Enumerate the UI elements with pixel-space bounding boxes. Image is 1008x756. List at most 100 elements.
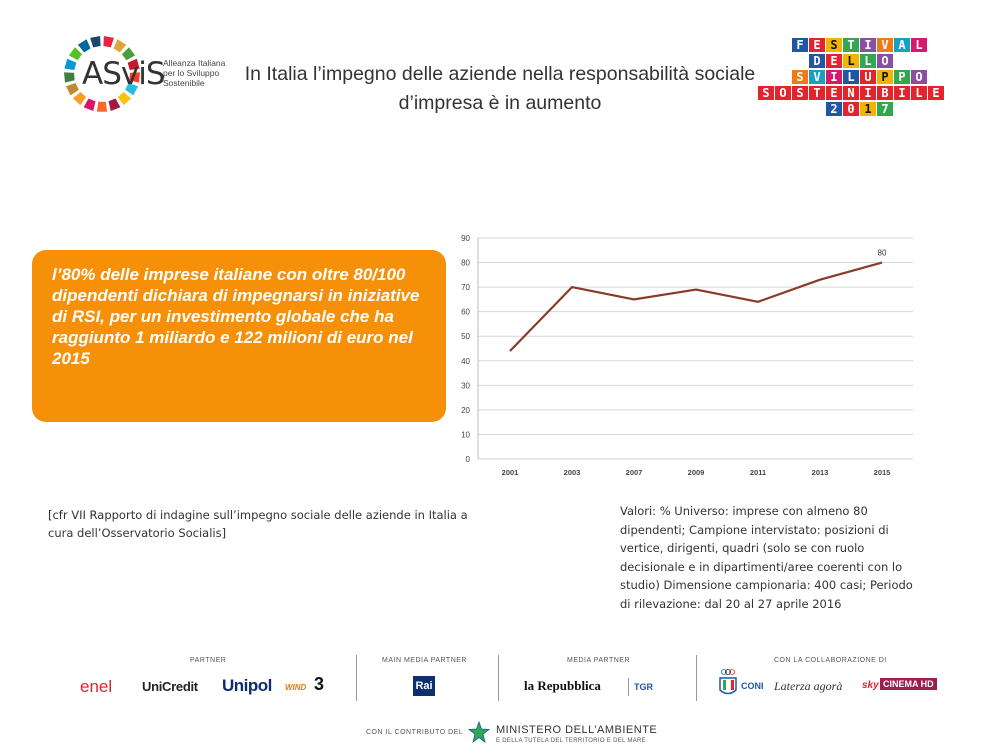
asvis-ring-icon	[64, 36, 140, 112]
asvis-ring-segment	[72, 92, 87, 106]
wind-logo: WIND	[285, 683, 307, 692]
x-tick-label: 2009	[688, 468, 705, 477]
highlight-box	[32, 250, 446, 422]
x-tick-label: 2001	[502, 468, 519, 477]
media-partner-label: MEDIA PARTNER	[567, 657, 631, 664]
y-tick-label: 80	[461, 259, 470, 268]
festival-letter: 0	[843, 102, 859, 116]
y-tick-label: 70	[461, 283, 470, 292]
festival-letter: E	[928, 86, 944, 100]
enel-logo: enel	[80, 677, 113, 696]
festival-letter: O	[775, 86, 791, 100]
rai-logo: Rai	[413, 676, 435, 696]
festival-letter: I	[860, 86, 876, 100]
series-line	[509, 261, 883, 352]
festival-letter: L	[860, 54, 876, 68]
unipol-logo: Unipol	[222, 676, 272, 695]
festival-letter: L	[911, 86, 927, 100]
festival-letter: V	[809, 70, 825, 84]
festival-letter: T	[843, 38, 859, 52]
festival-letter: P	[877, 70, 893, 84]
partner-divider-1	[356, 655, 357, 701]
partner-divider-2	[498, 655, 499, 701]
ministero-name: MINISTERO DELL’AMBIENTE	[496, 724, 658, 736]
festival-letter: O	[877, 54, 893, 68]
festival-letter: E	[826, 86, 842, 100]
festival-letter: A	[894, 38, 910, 52]
asvis-subtitle: Alleanza Italiana per lo Sviluppo Sosten…	[163, 58, 226, 88]
festival-letter: E	[809, 38, 825, 52]
x-tick-label: 2003	[564, 468, 581, 477]
festival-letter: 2	[826, 102, 842, 116]
x-tick-label: 2007	[626, 468, 643, 477]
citation-note: [cfr VII Rapporto di indagine sull’impeg…	[48, 508, 468, 540]
partner-label: PARTNER	[190, 657, 227, 664]
festival-letter: D	[809, 54, 825, 68]
festival-letter: S	[826, 38, 842, 52]
x-tick-label: 2011	[750, 468, 766, 477]
y-tick-label: 60	[461, 308, 470, 317]
asvis-ring-segment	[113, 39, 127, 53]
festival-letter: U	[860, 70, 876, 84]
ministero-star-icon	[468, 721, 490, 743]
y-tick-label: 20	[461, 406, 470, 415]
line-chart: 0 10 20 30 40 50 60 70 80 90 2001 2003 2007 2009 2011…	[461, 234, 913, 477]
festival-letter: I	[894, 86, 910, 100]
asvis-ring-segment	[64, 72, 75, 83]
festival-letter: N	[843, 86, 859, 100]
asvis-ring-segment	[64, 58, 77, 70]
asvis-ring-segment	[127, 58, 140, 70]
festival-letter: L	[843, 54, 859, 68]
tgr-logo: TGR	[634, 682, 653, 692]
page-title: In Italia l’impegno delle aziende nella …	[244, 63, 756, 114]
festival-letter: B	[877, 86, 893, 100]
festival-letter: T	[809, 86, 825, 100]
unicredit-logo: UniCredit	[142, 679, 198, 694]
highlight-text: l’80% delle imprese italiane con oltre 8…	[52, 265, 420, 368]
y-tick-label: 40	[461, 357, 470, 366]
festival-letter: O	[911, 70, 927, 84]
festival-letter: E	[826, 54, 842, 68]
data-label: 80	[878, 249, 887, 258]
festival-letter: L	[911, 38, 927, 52]
ministero-subname: E DELLA TUTELA DEL TERRITORIO E DEL MARE	[496, 738, 646, 744]
x-tick-label: 2015	[874, 468, 891, 477]
asvis-ring-segment	[96, 101, 108, 112]
partner-divider-3	[696, 655, 697, 701]
laterza-logo: Laterza agorà	[774, 679, 843, 693]
contribution-label: CON IL CONTRIBUTO DEL	[366, 729, 464, 736]
coni-logo: CONI	[741, 681, 764, 691]
asvis-ring-segment	[66, 83, 79, 96]
media-mini-divider	[628, 678, 629, 696]
asvis-ring-segment	[108, 98, 121, 111]
collaboration-label: CON LA COLLABORAZIONE DI	[774, 657, 887, 664]
asvis-ring-segment	[77, 39, 91, 53]
festival-letter: F	[792, 38, 808, 52]
festival-letter: L	[843, 70, 859, 84]
asvis-ring-segment	[90, 36, 101, 48]
y-tick-label: 50	[461, 332, 470, 341]
asvis-ring-segment	[121, 47, 136, 61]
tre-logo: 3	[314, 674, 325, 694]
festival-letter: 1	[860, 102, 876, 116]
festival-letter: 7	[877, 102, 893, 116]
asvis-name: ASviS	[82, 56, 166, 92]
festival-letter: S	[792, 86, 808, 100]
sky-cinema-logo: CINEMA HD	[880, 678, 937, 690]
y-tick-label: 90	[461, 234, 470, 243]
asvis-ring-segment	[117, 92, 132, 106]
asvis-ring-segment	[68, 47, 83, 61]
x-tick-label: 2013	[812, 468, 829, 477]
festival-letter: P	[894, 70, 910, 84]
coni-shield-icon	[719, 669, 737, 695]
sky-logo: sky	[862, 680, 879, 691]
festival-letter: I	[860, 38, 876, 52]
festival-letter: S	[758, 86, 774, 100]
asvis-ring-segment	[83, 98, 96, 111]
